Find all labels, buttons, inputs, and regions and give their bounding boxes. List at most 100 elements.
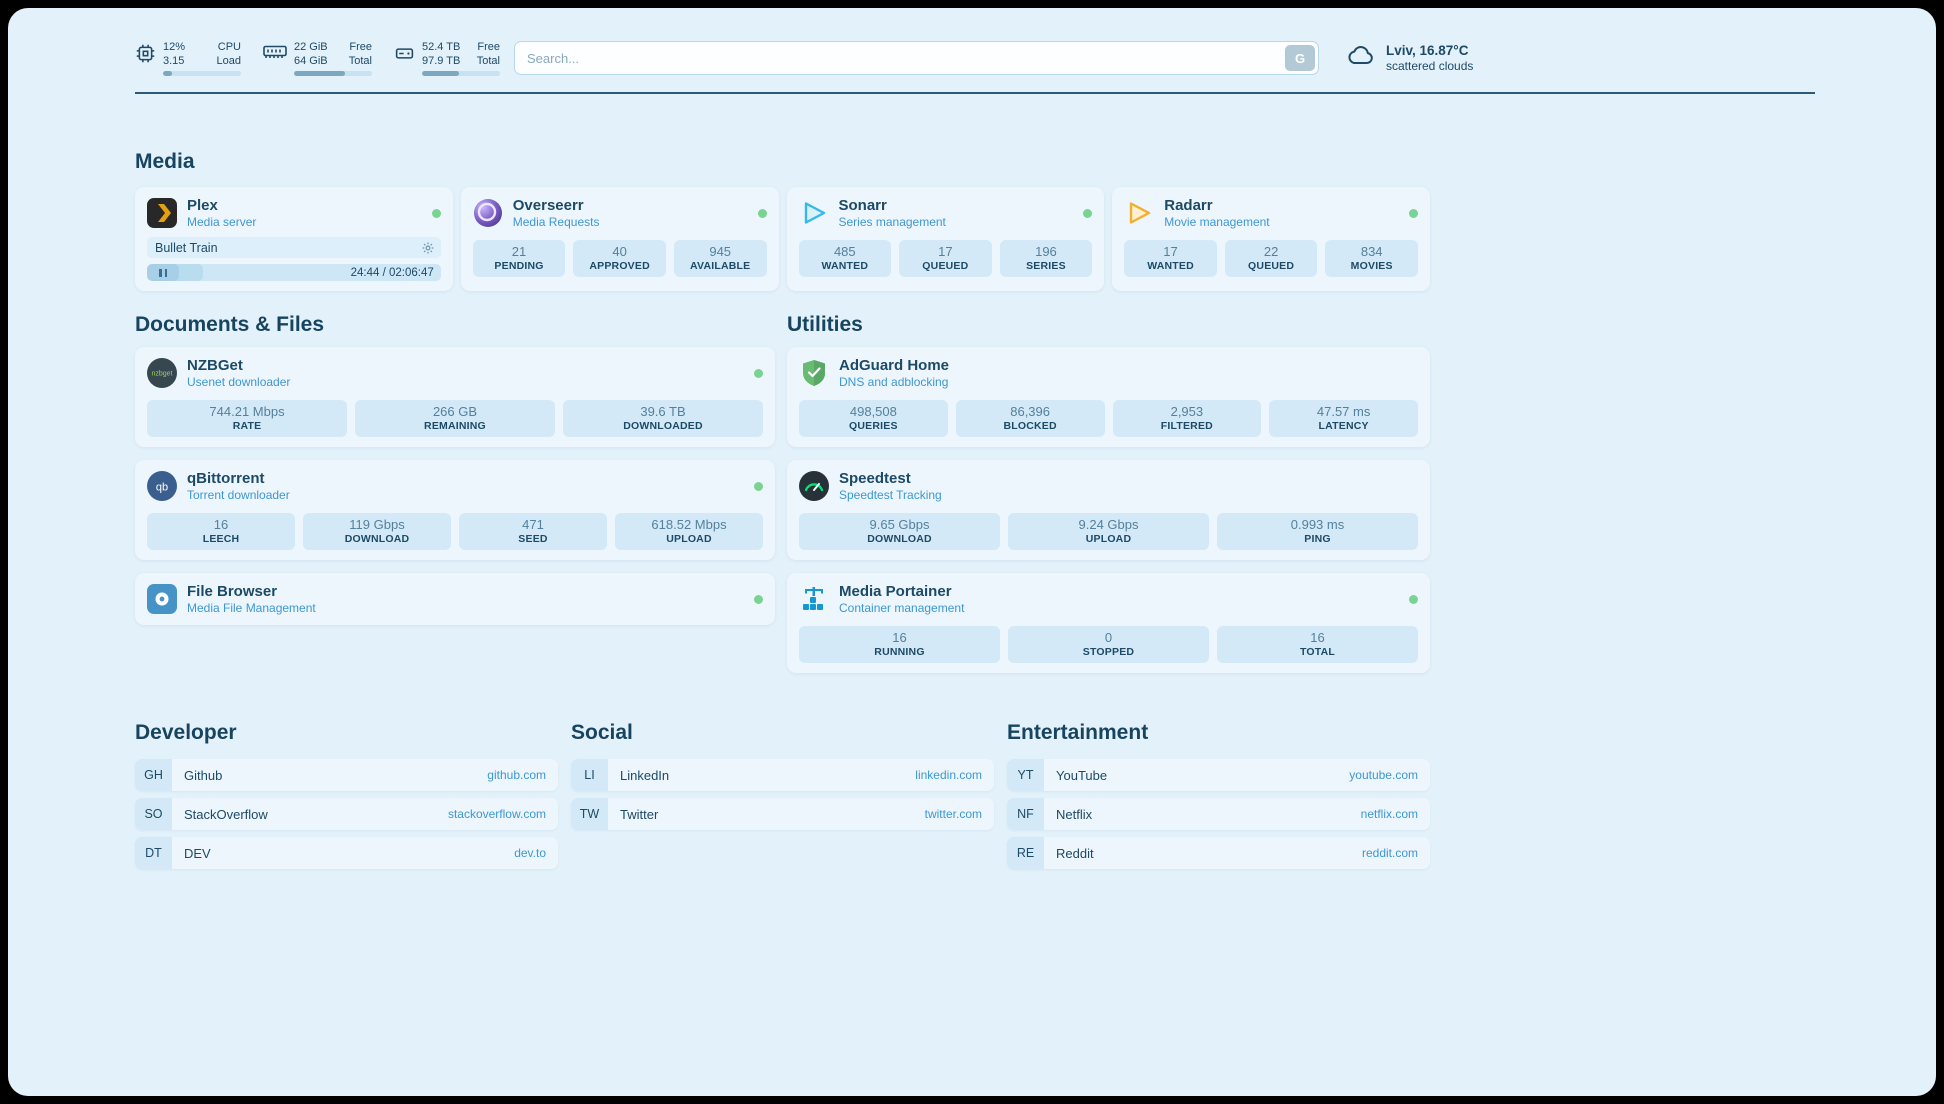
service-titles: NZBGet Usenet downloader [187, 357, 290, 389]
stat-label: DOWNLOAD [344, 533, 410, 545]
service-card-header: nzbget NZBGet Usenet downloader [147, 357, 763, 389]
stat-label: QUEUED [1248, 260, 1295, 272]
service-card-filebrowser[interactable]: File Browser Media File Management [135, 573, 775, 625]
stat-value: 21 [511, 244, 527, 259]
bookmark-linkedin[interactable]: LI LinkedIn linkedin.com [571, 759, 994, 791]
stat-chip-queued: 22 QUEUED [1224, 240, 1318, 277]
service-titles: qBittorrent Torrent downloader [187, 470, 290, 502]
bookmark-reddit[interactable]: RE Reddit reddit.com [1007, 837, 1430, 869]
stat-value: 17 [938, 244, 953, 259]
stat-label: WANTED [821, 260, 869, 272]
stat-value: 22 [1263, 244, 1279, 259]
stat-chip-upload: 618.52 Mbps UPLOAD [615, 513, 763, 550]
stat-chip-running: 16 RUNNING [799, 626, 1000, 663]
bookmark-netflix[interactable]: NF Netflix netflix.com [1007, 798, 1430, 830]
service-card-radarr[interactable]: Radarr Movie management 17 WANTED 22 QUE… [1112, 187, 1430, 291]
service-card-plex[interactable]: Plex Media server Bullet Train [135, 187, 453, 291]
service-title: AdGuard Home [839, 357, 950, 374]
service-card-qbittorrent[interactable]: qb qBittorrent Torrent downloader 16 LEE… [135, 460, 775, 560]
service-card-speedtest[interactable]: Speedtest Speedtest Tracking 9.65 Gbps D… [787, 460, 1430, 560]
service-stats: 16 RUNNING 0 STOPPED 16 TOTAL [799, 626, 1418, 663]
pause-icon [159, 268, 162, 277]
bookmark-abbr: GH [135, 759, 172, 791]
section-title-documents: Documents & Files [135, 313, 325, 336]
stat-label: REMAINING [424, 420, 486, 432]
bookmark-group-social: Social LI LinkedIn linkedin.com TW Twitt… [571, 721, 994, 837]
gear-icon[interactable] [421, 241, 435, 255]
stat-chip-upload: 9.24 Gbps UPLOAD [1008, 513, 1209, 550]
bookmark-link[interactable]: reddit.com [1361, 846, 1418, 860]
disk-progress-bar [422, 71, 500, 77]
bookmark-link[interactable]: linkedin.com [915, 768, 982, 782]
section-title-media: Media [135, 150, 195, 173]
bookmark-abbr: LI [571, 759, 608, 791]
bookmark-link[interactable]: stackoverflow.com [447, 807, 546, 821]
section-title-utilities: Utilities [787, 313, 863, 336]
bookmark-twitter[interactable]: TW Twitter twitter.com [571, 798, 994, 830]
search-input[interactable] [514, 41, 1319, 75]
stat-value: 39.6 TB [640, 404, 686, 419]
bookmark-link[interactable]: youtube.com [1349, 768, 1418, 782]
stat-value: 498,508 [849, 404, 897, 419]
service-titles: Speedtest Speedtest Tracking [839, 470, 942, 502]
status-dot [754, 594, 763, 604]
stat-chip-series: 196 SERIES [999, 240, 1093, 277]
bookmark-link[interactable]: netflix.com [1360, 807, 1418, 821]
stat-value: 834 [1360, 244, 1383, 259]
service-card-header: File Browser Media File Management [147, 583, 763, 615]
service-card-nzbget[interactable]: nzbget NZBGet Usenet downloader 744.21 M… [135, 347, 775, 447]
service-stats: 744.21 Mbps RATE 266 GB REMAINING 39.6 T… [147, 400, 763, 437]
service-card-sonarr[interactable]: Sonarr Series management 485 WANTED 17 Q… [786, 187, 1105, 291]
svg-text:nzbget: nzbget [151, 371, 172, 378]
bookmark-stackoverflow[interactable]: SO StackOverflow stackoverflow.com [135, 798, 558, 830]
stat-chip-wanted: 17 WANTED [1124, 240, 1217, 277]
service-subtitle: Usenet downloader [187, 375, 291, 389]
bookmark-link[interactable]: twitter.com [924, 807, 982, 821]
cpu-usage-value: 12% [163, 40, 186, 53]
bookmark-link[interactable]: dev.to [514, 846, 546, 860]
search-provider-button[interactable]: G [1285, 45, 1315, 71]
stat-value: 744.21 Mbps [209, 404, 285, 419]
cpu-monitor: 12% CPU 3.15 Load [135, 40, 241, 77]
stat-value: 119 Gbps [349, 517, 405, 532]
service-card-header: Plex Media server [147, 197, 441, 229]
stat-value: 0.993 ms [1290, 517, 1345, 532]
bookmark-abbr: NF [1007, 798, 1044, 830]
bookmark-link[interactable]: github.com [487, 768, 546, 782]
stat-value: 618.52 Mbps [651, 517, 727, 532]
bookmark-abbr: RE [1007, 837, 1044, 869]
status-dot [1083, 208, 1093, 218]
service-card-overseerr[interactable]: Overseerr Media Requests 21 PENDING 40 A… [460, 187, 779, 291]
service-subtitle: Media server [187, 215, 257, 229]
disk-monitor-body: 52.4 TB Free 97.9 TB Total [422, 40, 500, 77]
service-card-portainer[interactable]: Media Portainer Container management 16 … [787, 573, 1430, 673]
ram-free-value: 22 GiB [294, 40, 328, 53]
stat-chip-movies: 834 MOVIES [1325, 240, 1418, 277]
service-subtitle: Speedtest Tracking [839, 488, 942, 502]
stat-chip-filtered: 2,953 FILTERED [1112, 400, 1262, 437]
service-card-adguard[interactable]: AdGuard Home DNS and adblocking 498,508 … [787, 347, 1430, 447]
service-subtitle: Torrent downloader [187, 488, 290, 502]
bookmark-dev[interactable]: DT DEV dev.to [135, 837, 558, 869]
pause-button[interactable] [147, 264, 179, 281]
bookmark-name: Netflix [1056, 806, 1093, 822]
bookmark-abbr: TW [571, 798, 608, 830]
sonarr-icon [799, 198, 829, 228]
cloud-icon [1345, 44, 1377, 73]
status-dot [1409, 208, 1418, 218]
stat-label: LEECH [202, 533, 240, 545]
topbar: 12% CPU 3.15 Load 22 GiB Free 64 GiB Total [135, 36, 1815, 80]
bookmark-youtube[interactable]: YT YouTube youtube.com [1007, 759, 1430, 791]
stat-label: PENDING [494, 260, 544, 272]
cpu-progress-fill [163, 71, 173, 77]
stat-chip-queries: 498,508 QUERIES [799, 400, 948, 437]
bookmark-group-entertainment: Entertainment YT YouTube youtube.com NF … [1007, 721, 1430, 876]
weather-condition: scattered clouds [1386, 59, 1474, 73]
service-stats: 9.65 Gbps DOWNLOAD 9.24 Gbps UPLOAD 0.99… [799, 513, 1418, 550]
service-card-header: Overseerr Media Requests [473, 197, 767, 229]
playback-progress-bar[interactable]: 24:44 / 02:06:47 [147, 264, 441, 281]
stat-value: 945 [709, 244, 732, 259]
bookmark-abbr: SO [135, 798, 172, 830]
bookmark-github[interactable]: GH Github github.com [135, 759, 558, 791]
status-dot [431, 208, 441, 218]
